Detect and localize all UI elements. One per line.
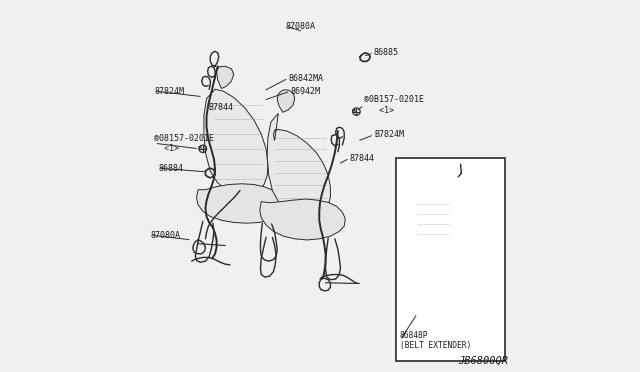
Polygon shape [411, 179, 454, 249]
Text: B7824M: B7824M [374, 130, 404, 139]
Text: 87080A: 87080A [151, 231, 180, 240]
Text: 86842MA: 86842MA [289, 74, 323, 83]
Text: JB6800QR: JB6800QR [458, 356, 508, 366]
Text: ®0B157-0201E
   <1>: ®0B157-0201E <1> [364, 95, 424, 115]
Text: 87824M: 87824M [154, 87, 184, 96]
Polygon shape [216, 66, 234, 89]
Text: B7844: B7844 [209, 103, 234, 112]
Text: 86848P
(BELT EXTENDER): 86848P (BELT EXTENDER) [400, 331, 471, 350]
Polygon shape [267, 113, 330, 217]
Text: B: B [351, 109, 356, 114]
Text: 87080A: 87080A [286, 22, 316, 31]
Text: 86885: 86885 [374, 48, 399, 57]
Polygon shape [260, 199, 346, 240]
Polygon shape [410, 247, 456, 271]
Text: ®08157-0201E
  <1>: ®08157-0201E <1> [154, 134, 214, 153]
Text: 86884: 86884 [158, 164, 183, 173]
Text: 87844: 87844 [349, 154, 375, 163]
Text: 86942M: 86942M [291, 87, 320, 96]
Polygon shape [277, 90, 294, 112]
Polygon shape [204, 89, 268, 195]
Polygon shape [196, 184, 282, 223]
Text: B: B [198, 146, 202, 151]
Bar [396, 158, 505, 361]
